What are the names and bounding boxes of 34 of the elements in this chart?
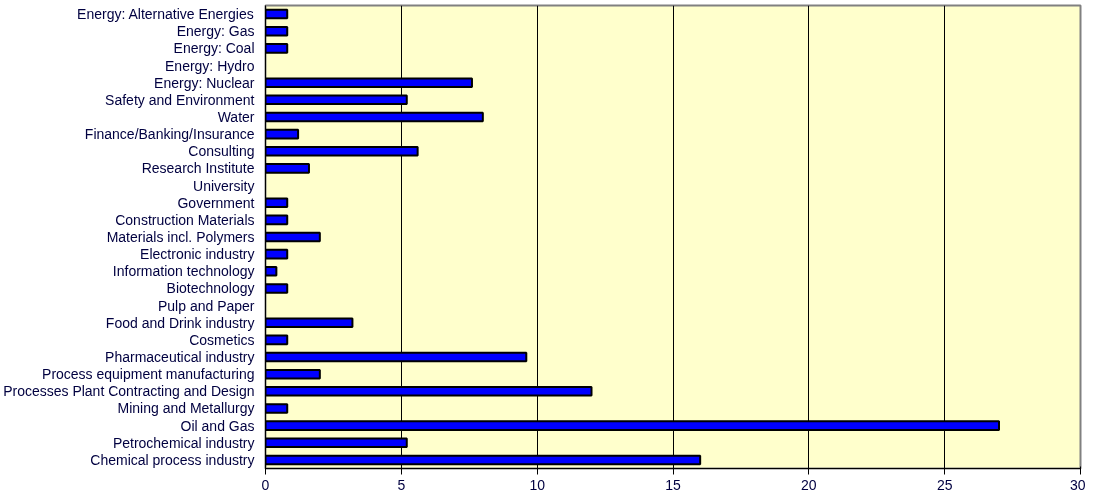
y-tick-label: Energy: Coal <box>173 40 255 57</box>
y-tick-label: University <box>193 177 255 194</box>
y-tick-label: Finance/Banking/Insurance <box>84 126 255 143</box>
y-tick-label: Energy: Alternative Energies <box>77 6 254 23</box>
y-tick-label: Pharmaceutical industry <box>105 349 255 366</box>
y-tick-label: Process equipment manufacturing <box>42 366 255 383</box>
x-tick-label: 15 <box>665 476 681 493</box>
y-tick-label: Energy: Gas <box>176 23 255 40</box>
y-tick-label: Government <box>177 194 255 211</box>
y-tick-label: Energy: Hydro <box>165 57 255 74</box>
y-tick-label: Electronic industry <box>140 246 255 263</box>
y-tick-label: Chemical process industry <box>90 451 255 468</box>
x-tick-label: 5 <box>397 476 406 493</box>
y-tick-label: Safety and Environment <box>105 91 255 108</box>
y-tick-label: Construction Materials <box>115 211 255 228</box>
x-tick-label: 25 <box>936 476 953 493</box>
y-tick-label: Mining and Metallurgy <box>117 400 255 417</box>
x-tick-label: 0 <box>261 476 270 493</box>
y-tick-label: Processes Plant Contracting and Design <box>3 383 255 400</box>
y-tick-label: Research Institute <box>141 160 255 177</box>
y-tick-label: Materials incl. Polymers <box>106 229 255 245</box>
y-tick-label: Biotechnology <box>166 280 255 297</box>
x-tick-label: 20 <box>801 476 817 493</box>
y-tick-label: Food and Drink industry <box>105 314 255 331</box>
y-tick-label: Energy: Nuclear <box>154 74 255 91</box>
y-tick-label: Oil and Gas <box>180 417 255 434</box>
x-tick-label: 30 <box>1069 476 1086 493</box>
y-tick-label: Petrochemical industry <box>112 434 255 451</box>
y-tick-label: Water <box>217 108 255 125</box>
y-tick-label: Pulp and Paper <box>157 297 255 314</box>
y-tick-label: Consulting <box>188 143 255 160</box>
x-tick-label: 10 <box>529 476 546 493</box>
y-tick-label: Information technology <box>112 263 255 280</box>
y-tick-label: Cosmetics <box>189 331 255 348</box>
